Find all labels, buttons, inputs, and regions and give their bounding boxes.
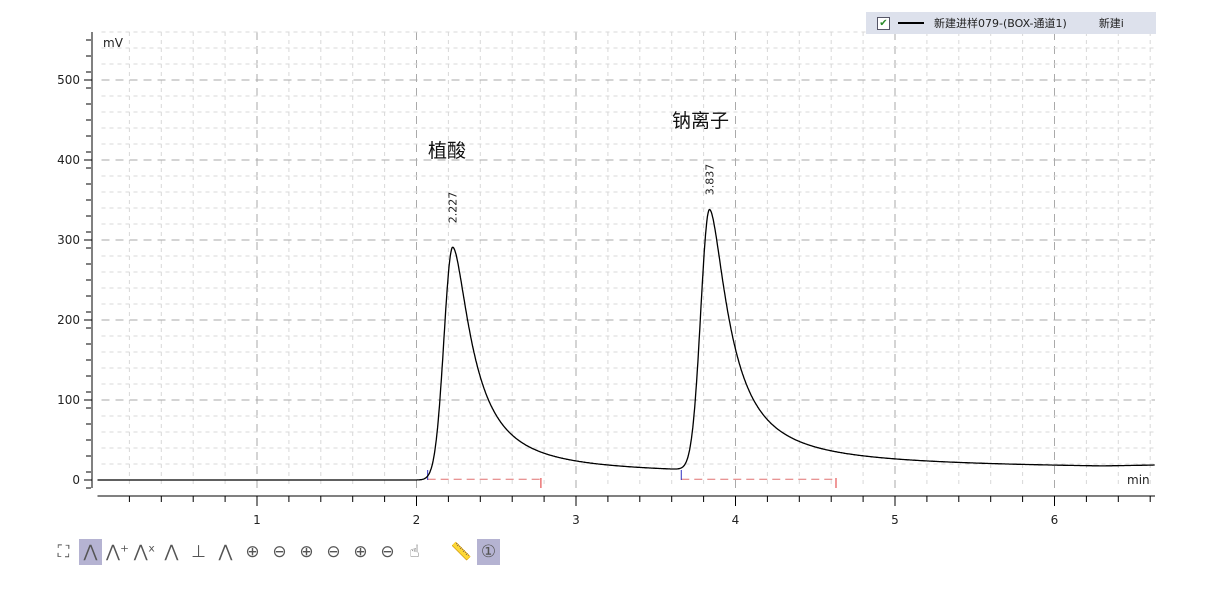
- x-tick-label: 6: [1051, 513, 1059, 527]
- split-peak-icon: ⋀: [218, 542, 233, 562]
- y-tick-label: 500: [57, 73, 80, 87]
- x-tick-label: 4: [732, 513, 740, 527]
- zoom-out-y-button[interactable]: ⊖: [376, 539, 399, 565]
- zoom-in-button[interactable]: ⊕: [241, 539, 264, 565]
- series-line-swatch: [898, 22, 924, 24]
- baseline-fill-button[interactable]: ⊥: [187, 539, 210, 565]
- chromatogram-trace: [97, 208, 1155, 481]
- baseline-peak-icon: ⋀: [164, 542, 179, 562]
- toolbar: ⛶ ⋀ ⋀⁺ ⋀ˣ ⋀ ⊥ ⋀ ⊕ ⊖ ⊕ ⊖ ⊕ ⊖ ☝ 📏 ①: [52, 539, 500, 565]
- ruler-button[interactable]: 📏: [450, 539, 473, 565]
- x-tick-label: 1: [253, 513, 261, 527]
- y-axis-label: mV: [103, 36, 124, 50]
- y-tick-label: 0: [72, 473, 80, 487]
- x-tick-label: 2: [413, 513, 421, 527]
- series-checkbox[interactable]: ✔: [877, 16, 890, 30]
- legend: ✔ 新建进样079-(BOX-通道1) 新建i: [866, 12, 1156, 34]
- retention-time-label: 2.227: [447, 192, 460, 224]
- zoom-in-x-icon: ⊕: [299, 542, 314, 562]
- y-tick-label: 100: [57, 393, 80, 407]
- zoom-in-y-button[interactable]: ⊕: [349, 539, 372, 565]
- zoom-out-y-icon: ⊖: [380, 542, 395, 562]
- peak-annotation-phytic-acid: 植酸: [428, 140, 467, 162]
- y-tick-label: 200: [57, 313, 80, 327]
- delete-peak-icon: ⋀ˣ: [133, 542, 156, 562]
- zoom-out-button[interactable]: ⊖: [268, 539, 291, 565]
- y-tick-label: 400: [57, 153, 80, 167]
- peak-annotation-sodium: 钠离子: [672, 110, 730, 132]
- pan-hand-button[interactable]: ☝: [403, 539, 426, 565]
- pan-hand-icon: ☝: [409, 542, 420, 562]
- fit-all-button[interactable]: ⛶: [52, 539, 75, 565]
- series-label-2: 新建i: [1098, 17, 1124, 30]
- add-peak-button[interactable]: ⋀⁺: [106, 539, 129, 565]
- x-tick-label: 3: [572, 513, 580, 527]
- x-axis-label: min: [1127, 473, 1150, 487]
- single-channel-icon: ①: [480, 542, 497, 562]
- baseline-peak-button[interactable]: ⋀: [160, 539, 183, 565]
- retention-time-label: 3.837: [704, 164, 717, 196]
- baseline-fill-icon: ⊥: [191, 542, 206, 562]
- fit-all-icon: ⛶: [57, 542, 70, 562]
- zoom-out-icon: ⊖: [272, 542, 287, 562]
- zoom-out-x-icon: ⊖: [326, 542, 341, 562]
- ruler-icon: 📏: [450, 542, 473, 562]
- zoom-out-x-button[interactable]: ⊖: [322, 539, 345, 565]
- series-label: 新建进样079-(BOX-通道1): [934, 17, 1067, 30]
- zoom-in-x-button[interactable]: ⊕: [295, 539, 318, 565]
- y-tick-label: 300: [57, 233, 80, 247]
- zoom-in-icon: ⊕: [245, 542, 260, 562]
- delete-peak-button[interactable]: ⋀ˣ: [133, 539, 156, 565]
- single-channel-button[interactable]: ①: [477, 539, 500, 565]
- split-peak-button[interactable]: ⋀: [214, 539, 237, 565]
- peak-icon: ⋀: [83, 542, 98, 562]
- add-peak-icon: ⋀⁺: [106, 542, 129, 562]
- x-tick-label: 5: [891, 513, 899, 527]
- peak-button[interactable]: ⋀: [79, 539, 102, 565]
- chromatogram-chart[interactable]: 0 100 200 300 400 500 1 2 3 4 5 6 mV min 2.227 3.837: [0, 0, 1217, 535]
- zoom-in-y-icon: ⊕: [353, 542, 368, 562]
